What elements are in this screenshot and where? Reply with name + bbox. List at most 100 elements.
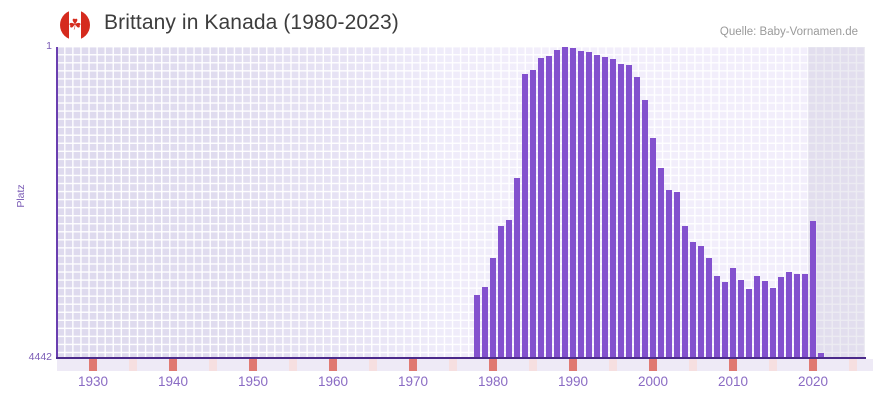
x-tick-faint (817, 359, 825, 371)
x-tick-faint (865, 359, 873, 371)
x-tick-major (249, 359, 257, 371)
x-tick-minor (529, 359, 537, 371)
x-axis-label: 1980 (477, 374, 509, 389)
x-tick-faint (857, 359, 865, 371)
x-axis-labels: 1930 1940 1950 1960 1970 1980 1990 2000 2010 2020 (0, 374, 873, 398)
y-axis-top-label: 1 (46, 40, 52, 52)
x-tick-faint (265, 359, 273, 371)
x-tick-faint (81, 359, 89, 371)
x-tick-faint (641, 359, 649, 371)
x-tick-faint (273, 359, 281, 371)
x-tick-faint (241, 359, 249, 371)
bar (673, 192, 681, 358)
x-tick-faint (337, 359, 345, 371)
x-tick-faint (577, 359, 585, 371)
x-axis-label: 1970 (397, 374, 429, 389)
x-axis-label: 1930 (77, 374, 109, 389)
bar (777, 277, 785, 358)
x-tick-faint (585, 359, 593, 371)
bar (513, 178, 521, 358)
x-tick-faint (417, 359, 425, 371)
bar (617, 64, 625, 358)
bar (713, 276, 721, 358)
x-tick-faint (801, 359, 809, 371)
x-tick-faint (385, 359, 393, 371)
bar (585, 52, 593, 358)
x-tick-faint (185, 359, 193, 371)
bar (705, 258, 713, 358)
maple-leaf-icon: ☘ (68, 16, 82, 34)
plot-area (57, 47, 865, 358)
x-tick-faint (145, 359, 153, 371)
x-tick-faint (793, 359, 801, 371)
bar (665, 190, 673, 358)
x-axis-tick-strip (57, 359, 873, 371)
bar (473, 295, 481, 358)
x-tick-faint (681, 359, 689, 371)
bar (753, 276, 761, 358)
x-tick-faint (177, 359, 185, 371)
x-axis-label: 2010 (717, 374, 749, 389)
bar (761, 281, 769, 358)
x-tick-faint (345, 359, 353, 371)
x-tick-faint (465, 359, 473, 371)
x-tick-faint (105, 359, 113, 371)
x-tick-major (809, 359, 817, 371)
x-tick-faint (777, 359, 785, 371)
x-tick-faint (785, 359, 793, 371)
x-tick-faint (257, 359, 265, 371)
x-tick-major (329, 359, 337, 371)
x-tick-faint (537, 359, 545, 371)
x-tick-faint (657, 359, 665, 371)
x-tick-faint (713, 359, 721, 371)
x-tick-faint (505, 359, 513, 371)
x-tick-faint (745, 359, 753, 371)
x-tick-faint (825, 359, 833, 371)
x-tick-faint (673, 359, 681, 371)
x-tick-faint (441, 359, 449, 371)
bar (785, 272, 793, 358)
x-tick-faint (633, 359, 641, 371)
y-axis-title: Platz (15, 184, 27, 208)
x-tick-minor (689, 359, 697, 371)
x-tick-major (649, 359, 657, 371)
x-tick-faint (401, 359, 409, 371)
x-tick-faint (721, 359, 729, 371)
bar (593, 55, 601, 358)
x-tick-faint (457, 359, 465, 371)
x-tick-faint (497, 359, 505, 371)
x-tick-faint (225, 359, 233, 371)
x-tick-minor (849, 359, 857, 371)
x-tick-faint (113, 359, 121, 371)
x-tick-faint (361, 359, 369, 371)
bar (729, 268, 737, 358)
bar (545, 56, 553, 358)
x-tick-faint (705, 359, 713, 371)
x-tick-faint (601, 359, 609, 371)
bar (801, 274, 809, 358)
bar (633, 77, 641, 358)
x-tick-faint (425, 359, 433, 371)
x-tick-faint (521, 359, 529, 371)
x-tick-faint (193, 359, 201, 371)
x-tick-faint (153, 359, 161, 371)
x-tick-major (729, 359, 737, 371)
x-tick-faint (353, 359, 361, 371)
x-tick-faint (513, 359, 521, 371)
bar (721, 282, 729, 358)
x-tick-faint (161, 359, 169, 371)
x-tick-faint (73, 359, 81, 371)
bar (489, 258, 497, 358)
bar (657, 168, 665, 358)
bar (601, 57, 609, 358)
x-tick-faint (561, 359, 569, 371)
flag-band-right (81, 10, 90, 40)
source-label: Quelle: Baby-Vornamen.de (719, 26, 858, 38)
bar (737, 280, 745, 358)
x-tick-faint (841, 359, 849, 371)
x-axis-label: 1990 (557, 374, 589, 389)
x-tick-faint (665, 359, 673, 371)
bar (481, 287, 489, 358)
x-axis-label: 1960 (317, 374, 349, 389)
bar (649, 138, 657, 358)
